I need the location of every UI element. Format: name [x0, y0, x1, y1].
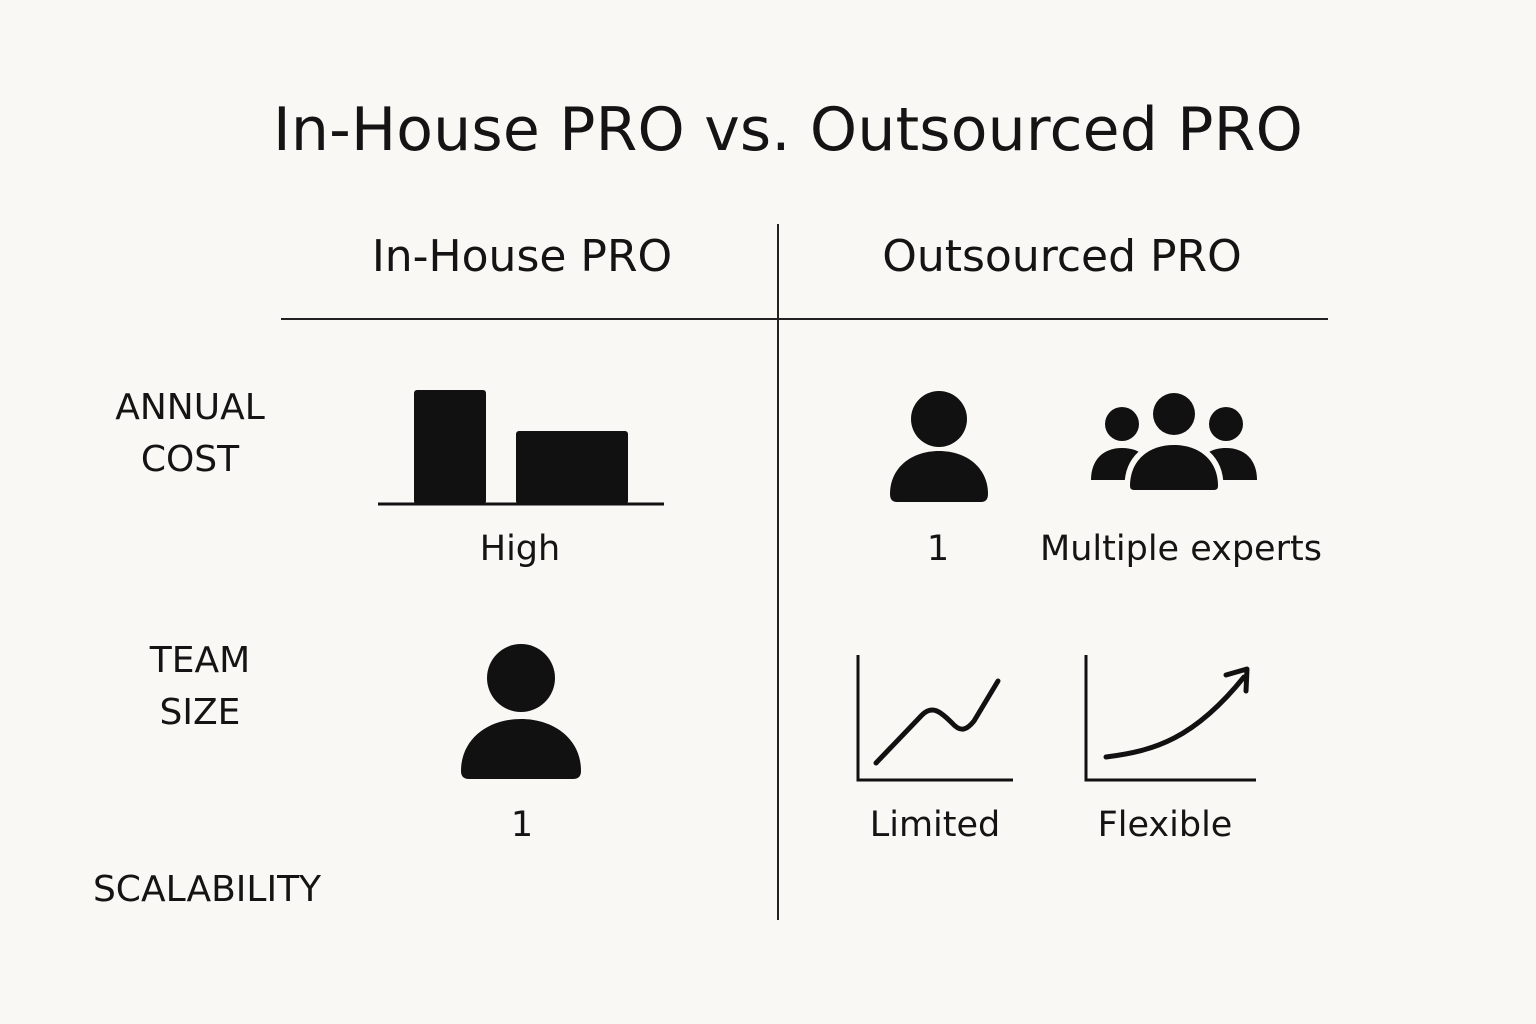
person-head — [487, 644, 555, 712]
row-label-team-size: TEAM SIZE — [110, 635, 290, 739]
upward-trend-arrow-icon — [1084, 655, 1256, 782]
person-icon — [890, 391, 988, 502]
outsourced-limited-caption: Limited — [869, 805, 1001, 845]
person-head — [911, 391, 967, 447]
person-body — [461, 719, 581, 779]
wavy-line-chart-icon — [856, 655, 1013, 782]
in-house-team-caption: 1 — [510, 805, 534, 845]
column-divider — [777, 224, 779, 920]
group-right-head — [1209, 407, 1243, 441]
flexible-chart-arrowhead — [1223, 666, 1250, 694]
header-divider — [281, 318, 1328, 320]
limited-chart-axes — [856, 655, 1013, 782]
row-label-annual-cost-line-2: COST — [140, 439, 240, 480]
group-center-head — [1153, 393, 1195, 435]
outsourced-flexible-caption: Flexible — [1097, 805, 1233, 845]
row-label-scalability: SCALABILITY — [92, 869, 322, 910]
row-label-team-size-line-2: SIZE — [159, 692, 241, 733]
column-header-in-house: In-House PRO — [371, 231, 673, 282]
cost-bar-tall — [414, 390, 486, 504]
row-label-team-size-line-1: TEAM — [149, 640, 251, 681]
in-house-cost-caption: High — [479, 529, 561, 569]
limited-chart-line — [873, 678, 1001, 766]
row-label-annual-cost: ANNUAL COST — [100, 382, 280, 486]
cost-bar-short — [516, 431, 628, 504]
person-body — [890, 451, 988, 502]
outsourced-single-caption: 1 — [926, 529, 950, 569]
outsourced-multiple-caption: Multiple experts — [1040, 529, 1322, 569]
group-center-body — [1130, 445, 1218, 490]
group-left-head — [1105, 407, 1139, 441]
bar-chart-icon — [378, 390, 664, 506]
page-title: In-House PRO vs. Outsourced PRO — [272, 95, 1304, 165]
people-group-icon — [1091, 391, 1257, 495]
column-header-outsourced: Outsourced PRO — [882, 231, 1242, 282]
row-label-annual-cost-line-1: ANNUAL — [115, 387, 265, 428]
flexible-chart-line — [1103, 674, 1247, 760]
person-icon — [461, 644, 581, 779]
flexible-chart-axes — [1084, 655, 1256, 782]
